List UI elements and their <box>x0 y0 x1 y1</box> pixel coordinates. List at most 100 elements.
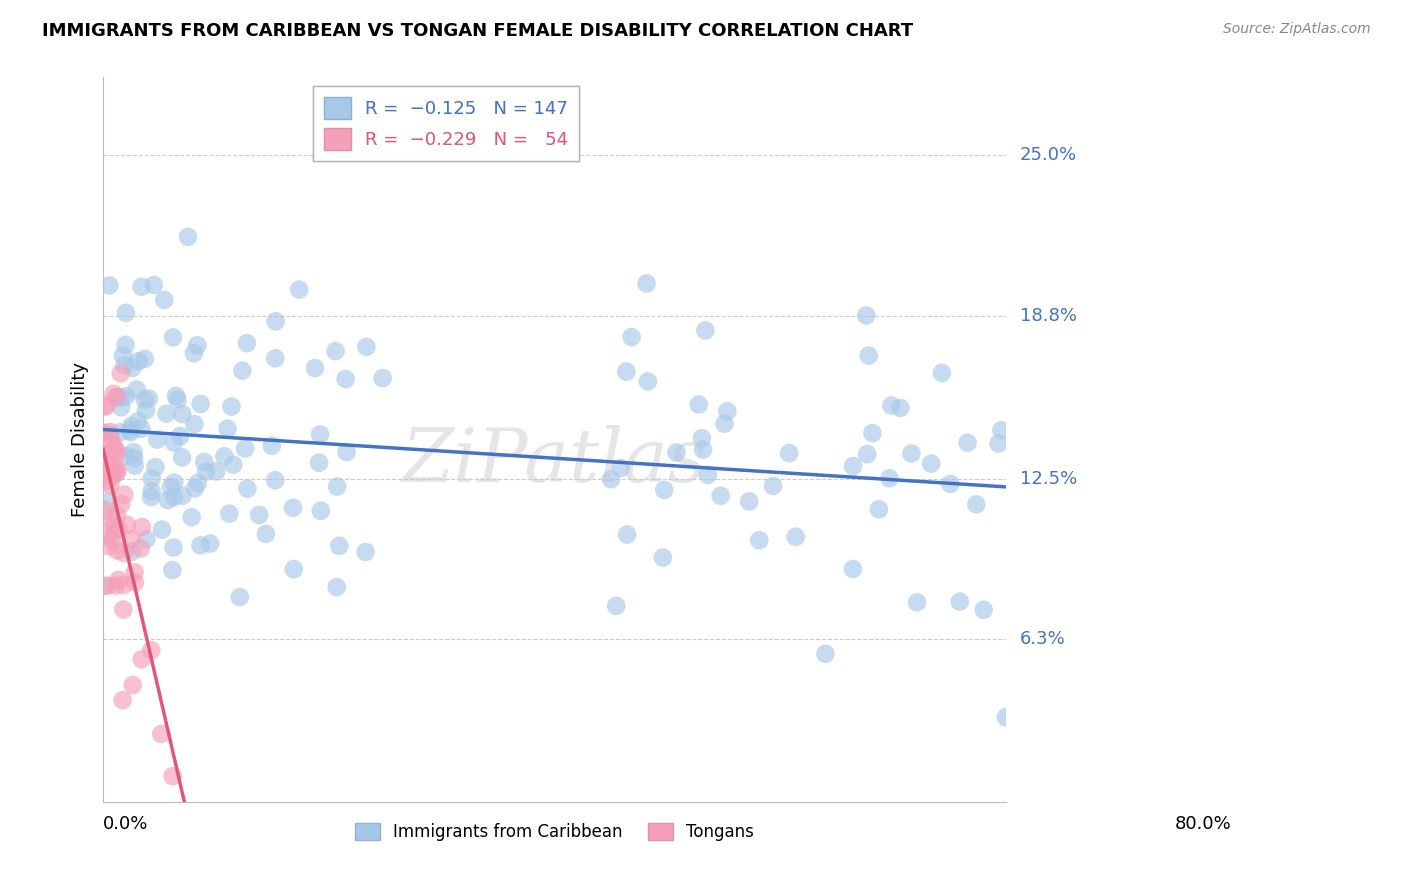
Point <box>112 578 135 592</box>
Point <box>973 603 995 617</box>
Point <box>283 562 305 576</box>
Point <box>100 461 122 475</box>
Point <box>356 340 378 354</box>
Point <box>842 459 865 474</box>
Point <box>288 283 311 297</box>
Point <box>651 550 673 565</box>
Text: 0.0%: 0.0% <box>103 815 149 833</box>
Point <box>889 401 911 415</box>
Point <box>97 494 120 508</box>
Point <box>100 434 122 449</box>
Point <box>96 447 118 461</box>
Point <box>905 595 928 609</box>
Point <box>931 366 953 380</box>
Point <box>131 652 153 666</box>
Point <box>169 429 191 443</box>
Point <box>156 493 179 508</box>
Point <box>218 507 240 521</box>
Point <box>121 678 143 692</box>
Point <box>141 484 163 499</box>
Point <box>187 475 209 490</box>
Point <box>166 392 188 407</box>
Point <box>135 403 157 417</box>
Point <box>716 404 738 418</box>
Point <box>335 445 357 459</box>
Point <box>371 371 394 385</box>
Point <box>153 293 176 307</box>
Point <box>636 277 658 291</box>
Point <box>103 386 125 401</box>
Point <box>309 504 332 518</box>
Point <box>105 390 128 404</box>
Text: 6.3%: 6.3% <box>1019 630 1066 648</box>
Point <box>696 467 718 482</box>
Point <box>93 502 115 516</box>
Point <box>326 580 349 594</box>
Point <box>785 530 807 544</box>
Point <box>328 539 350 553</box>
Point <box>94 527 117 541</box>
Point <box>135 533 157 547</box>
Point <box>309 427 332 442</box>
Point <box>105 508 128 523</box>
Point <box>987 436 1010 450</box>
Point <box>101 468 124 483</box>
Point <box>103 517 125 532</box>
Point <box>139 490 162 504</box>
Point <box>100 511 122 525</box>
Point <box>222 458 245 472</box>
Point <box>172 407 194 421</box>
Point <box>609 461 631 475</box>
Text: 25.0%: 25.0% <box>1019 146 1077 164</box>
Point <box>862 426 884 441</box>
Point <box>124 575 146 590</box>
Point <box>128 354 150 368</box>
Point <box>814 647 837 661</box>
Point <box>177 229 200 244</box>
Point <box>150 523 173 537</box>
Point <box>104 442 127 457</box>
Point <box>120 419 142 434</box>
Point <box>105 467 128 481</box>
Point <box>308 456 330 470</box>
Point <box>713 417 735 431</box>
Point <box>97 539 120 553</box>
Point <box>236 336 259 351</box>
Point <box>125 383 148 397</box>
Point <box>112 602 135 616</box>
Point <box>264 473 287 487</box>
Point <box>103 525 125 540</box>
Y-axis label: Female Disability: Female Disability <box>72 362 89 517</box>
Point <box>100 470 122 484</box>
Point <box>900 446 922 460</box>
Point <box>354 545 377 559</box>
Point <box>107 390 129 404</box>
Point <box>190 538 212 552</box>
Point <box>254 527 277 541</box>
Point <box>842 562 865 576</box>
Point <box>183 346 205 360</box>
Point <box>131 280 153 294</box>
Point <box>134 392 156 407</box>
Legend: R =  −0.125   N = 147, R =  −0.229   N =   54: R = −0.125 N = 147, R = −0.229 N = 54 <box>314 87 579 161</box>
Point <box>748 533 770 548</box>
Point <box>939 477 962 491</box>
Point <box>778 446 800 460</box>
Point <box>112 487 135 501</box>
Point <box>855 309 877 323</box>
Point <box>233 442 256 456</box>
Point <box>96 398 118 412</box>
Point <box>131 520 153 534</box>
Point <box>165 389 187 403</box>
Point <box>193 455 215 469</box>
Point <box>110 400 132 414</box>
Point <box>146 433 169 447</box>
Point <box>605 599 627 613</box>
Point <box>122 451 145 466</box>
Point <box>236 482 259 496</box>
Point <box>138 392 160 406</box>
Point <box>104 578 127 592</box>
Point <box>131 422 153 436</box>
Point <box>110 391 132 405</box>
Point <box>162 563 184 577</box>
